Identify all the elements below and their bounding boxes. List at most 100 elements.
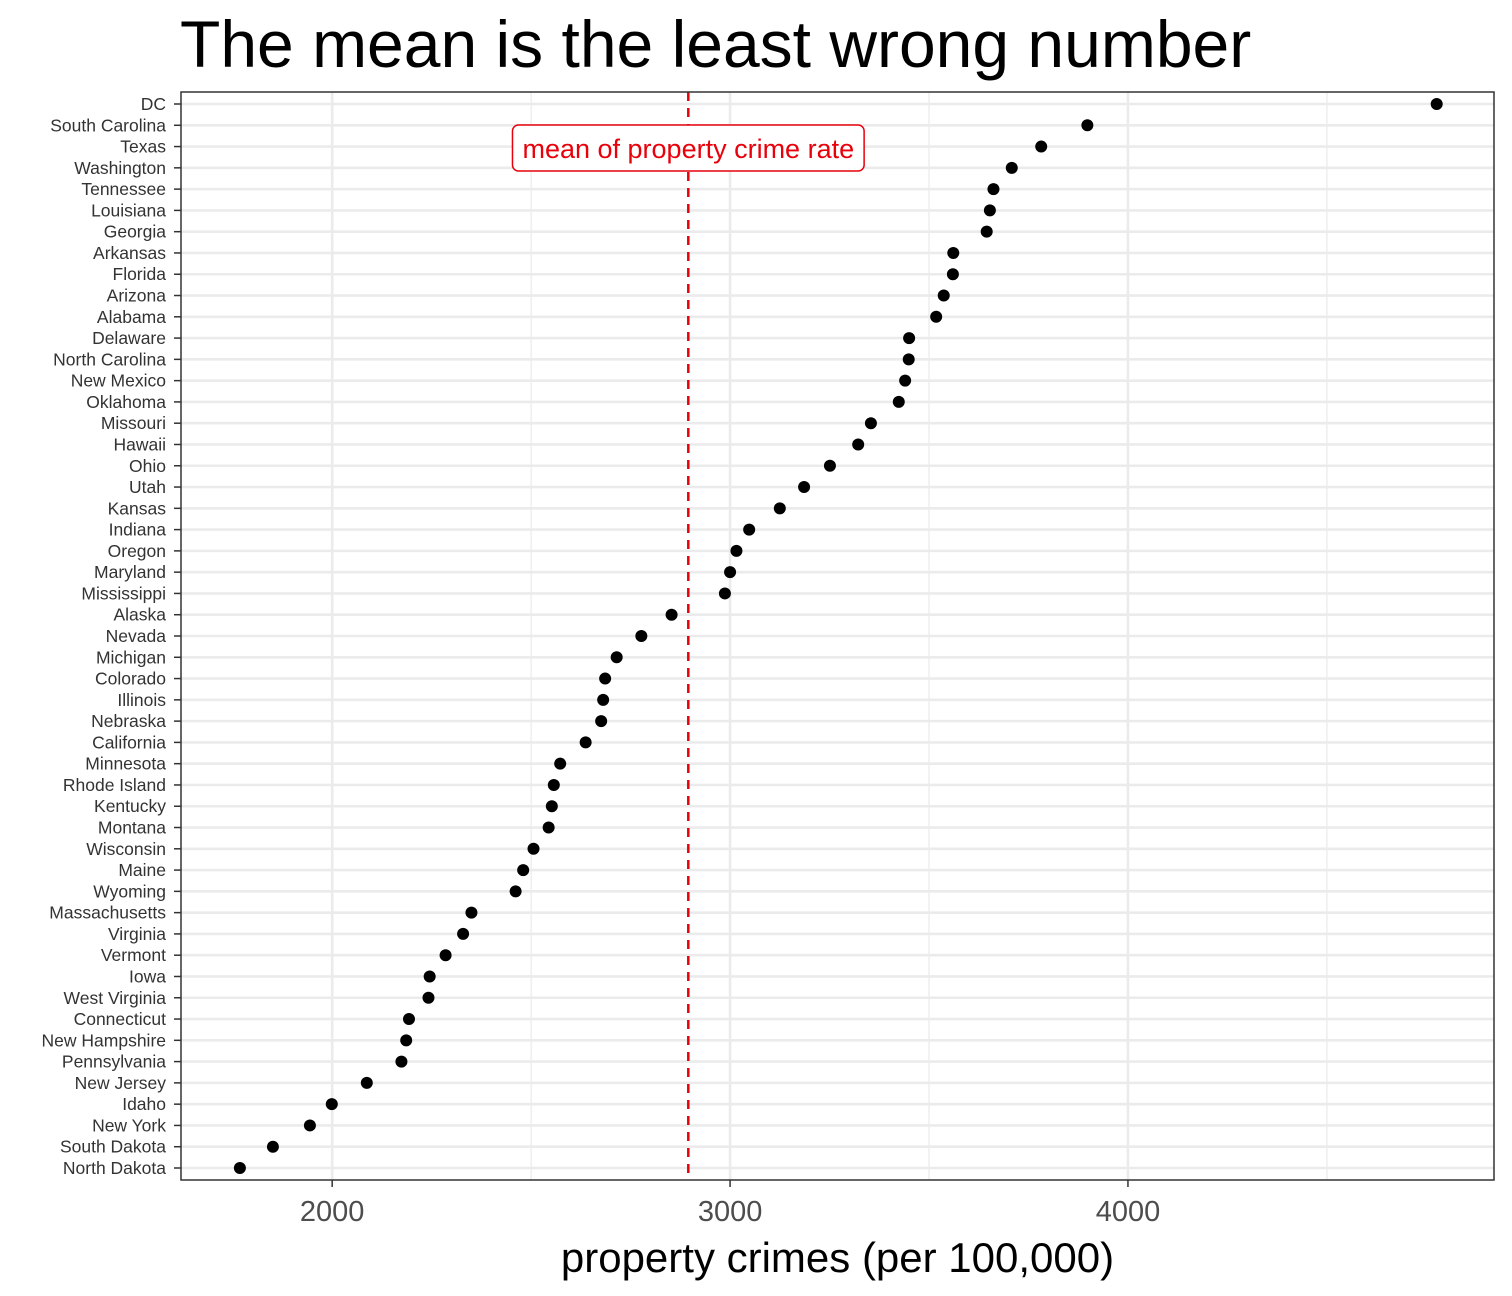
y-tick-label: Nebraska [91,711,166,731]
data-point [599,672,612,685]
y-tick-label: Idaho [122,1094,166,1114]
data-point [798,481,811,494]
data-point [402,1013,415,1026]
y-tick-label: DC [141,94,166,114]
y-tick-label: Massachusetts [49,903,166,923]
y-tick-label: New York [92,1115,166,1135]
x-tick-label: 4000 [1096,1196,1161,1228]
y-tick-label: Indiana [109,520,167,540]
data-point [517,864,530,877]
y-tick-label: Wyoming [93,881,166,901]
data-point [457,927,470,940]
y-tick-label: Virginia [108,924,166,944]
data-point [325,1098,338,1111]
y-tick-label: South Dakota [60,1137,166,1157]
data-point [743,523,756,536]
data-point [395,1055,408,1068]
data-point [983,204,996,217]
x-axis: 2000 3000 4000 [300,1180,1160,1228]
data-point [1081,119,1094,132]
y-tick-label: Arizona [107,286,167,306]
x-tick-label: 3000 [698,1196,763,1228]
mean-annotation-label: mean of property crime rate [522,134,854,164]
data-point [465,906,478,919]
y-tick-label: New Hampshire [42,1030,166,1050]
y-tick-label: Wisconsin [86,839,166,859]
y-tick-label: Utah [129,477,166,497]
y-tick-label: California [92,732,166,752]
y-tick-label: West Virginia [64,988,167,1008]
data-point [946,268,959,281]
data-point [439,949,452,962]
data-point [665,608,678,621]
data-point [545,800,558,813]
data-point [527,842,540,855]
data-point [937,289,950,302]
y-tick-label: Florida [113,264,167,284]
data-point [980,225,993,238]
data-point [902,353,915,366]
data-point [947,246,960,259]
data-point [899,374,912,387]
data-point [509,885,522,898]
y-tick-label: Mississippi [81,583,166,603]
y-tick-label: Maryland [94,562,166,582]
data-point [360,1076,373,1089]
y-tick-label: Alaska [113,605,166,625]
y-tick-label: South Carolina [50,115,166,135]
data-point [1035,140,1048,153]
data-point [892,395,905,408]
data-point [554,757,567,770]
data-point [542,821,555,834]
y-tick-label: Nevada [106,626,167,646]
data-point [266,1140,279,1153]
mean-annotation: mean of property crime rate [511,124,865,172]
y-tick-label: Iowa [129,966,166,986]
y-tick-label: Minnesota [85,754,166,774]
y-tick-label: Louisiana [91,200,166,220]
y-tick-label: Texas [120,137,166,157]
data-point [724,566,737,579]
data-point [852,438,865,451]
y-tick-label: Alabama [97,307,166,327]
data-point [1005,161,1018,174]
y-tick-label: Illinois [117,690,166,710]
data-point [400,1034,413,1047]
y-tick-label: New Mexico [71,371,166,391]
x-tick-label: 2000 [300,1196,365,1228]
y-tick-label: Oregon [108,541,166,561]
chart-title: The mean is the least wrong number [180,7,1252,81]
data-point [718,587,731,600]
data-point [423,970,436,983]
data-point [864,417,877,430]
y-tick-label: Pennsylvania [62,1052,166,1072]
y-tick-label: Tennessee [81,179,166,199]
y-tick-label: Ohio [129,456,166,476]
data-points [233,98,1443,1174]
y-tick-label: Vermont [101,945,166,965]
y-tick-label: Arkansas [93,243,166,263]
data-point [1430,98,1443,110]
y-tick-label: Maine [118,860,166,880]
data-point [597,693,610,706]
data-point [233,1162,246,1174]
grid-major [181,92,1494,1180]
y-tick-label: Kentucky [94,796,166,816]
data-point [303,1119,316,1132]
data-point [579,736,592,749]
data-point [930,310,943,323]
y-tick-label: Delaware [92,328,166,348]
data-point [903,332,916,345]
y-tick-label: Kansas [108,498,167,518]
y-tick-label: North Dakota [63,1158,166,1178]
y-tick-label: Oklahoma [86,392,166,412]
y-tick-label: Missouri [101,413,166,433]
y-tick-label: Washington [74,158,166,178]
y-tick-label: Georgia [104,222,167,242]
data-point [635,630,648,642]
data-point [610,651,623,664]
data-point [730,544,743,557]
data-point [595,715,608,728]
data-point [422,991,435,1004]
